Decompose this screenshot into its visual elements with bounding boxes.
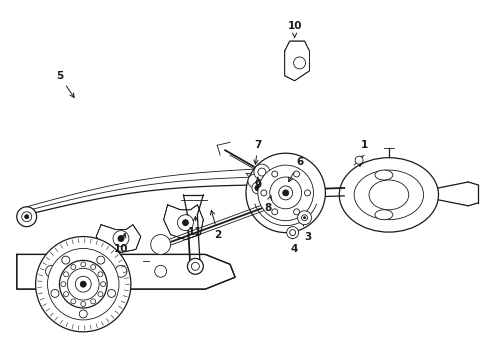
Circle shape — [91, 265, 96, 270]
Circle shape — [24, 215, 29, 219]
Circle shape — [255, 185, 261, 191]
Text: 2: 2 — [211, 211, 222, 239]
Circle shape — [22, 212, 32, 222]
Circle shape — [61, 282, 66, 287]
Circle shape — [294, 171, 299, 177]
Circle shape — [71, 265, 76, 270]
Circle shape — [100, 282, 105, 287]
Circle shape — [182, 220, 189, 226]
Circle shape — [258, 168, 266, 176]
Circle shape — [46, 265, 57, 277]
Text: 6: 6 — [289, 157, 303, 181]
Text: 4: 4 — [290, 231, 298, 255]
Circle shape — [270, 177, 301, 209]
Circle shape — [98, 272, 103, 277]
Polygon shape — [164, 205, 203, 239]
Polygon shape — [17, 255, 235, 289]
Circle shape — [254, 164, 270, 180]
Circle shape — [17, 207, 37, 227]
Circle shape — [79, 310, 87, 318]
Circle shape — [192, 262, 199, 270]
Ellipse shape — [375, 210, 393, 220]
Circle shape — [98, 292, 103, 297]
Circle shape — [115, 265, 127, 277]
Circle shape — [279, 186, 293, 200]
Circle shape — [91, 299, 96, 304]
Circle shape — [75, 265, 87, 277]
Circle shape — [81, 302, 86, 306]
Circle shape — [118, 235, 124, 242]
Circle shape — [64, 272, 69, 277]
Circle shape — [188, 258, 203, 274]
Ellipse shape — [369, 180, 409, 210]
Text: 10: 10 — [114, 233, 128, 255]
Circle shape — [48, 248, 119, 320]
Circle shape — [81, 262, 86, 267]
Circle shape — [272, 171, 278, 177]
Text: 3: 3 — [300, 219, 311, 242]
Circle shape — [294, 209, 299, 215]
Circle shape — [246, 153, 325, 233]
Text: 1: 1 — [359, 140, 368, 166]
Circle shape — [51, 289, 59, 297]
Text: 8: 8 — [264, 195, 272, 213]
Circle shape — [80, 281, 86, 287]
Text: 5: 5 — [56, 71, 74, 98]
Circle shape — [71, 299, 76, 304]
Circle shape — [272, 209, 278, 215]
Circle shape — [62, 256, 70, 264]
Polygon shape — [96, 225, 141, 252]
Circle shape — [252, 182, 264, 194]
Circle shape — [97, 256, 105, 264]
Circle shape — [248, 174, 262, 188]
Circle shape — [305, 190, 311, 196]
Circle shape — [301, 215, 308, 221]
Circle shape — [177, 215, 194, 231]
Text: 10: 10 — [287, 21, 302, 37]
Text: 9: 9 — [254, 177, 262, 190]
Circle shape — [64, 292, 69, 297]
Circle shape — [113, 231, 129, 247]
Circle shape — [290, 230, 295, 235]
Circle shape — [303, 217, 306, 219]
Circle shape — [59, 260, 107, 308]
Circle shape — [294, 57, 306, 69]
Text: 11: 11 — [188, 217, 203, 237]
Circle shape — [68, 268, 99, 300]
Circle shape — [151, 235, 171, 255]
Text: 7: 7 — [254, 140, 262, 164]
Circle shape — [36, 237, 131, 332]
Circle shape — [108, 289, 116, 297]
Circle shape — [258, 165, 314, 221]
Circle shape — [355, 156, 363, 164]
Circle shape — [75, 276, 91, 292]
Polygon shape — [285, 41, 310, 81]
Circle shape — [155, 265, 167, 277]
Ellipse shape — [339, 158, 439, 232]
Circle shape — [297, 211, 312, 225]
Circle shape — [287, 227, 298, 239]
Ellipse shape — [354, 170, 424, 220]
Circle shape — [261, 190, 267, 196]
Circle shape — [283, 190, 289, 196]
Ellipse shape — [375, 170, 393, 180]
